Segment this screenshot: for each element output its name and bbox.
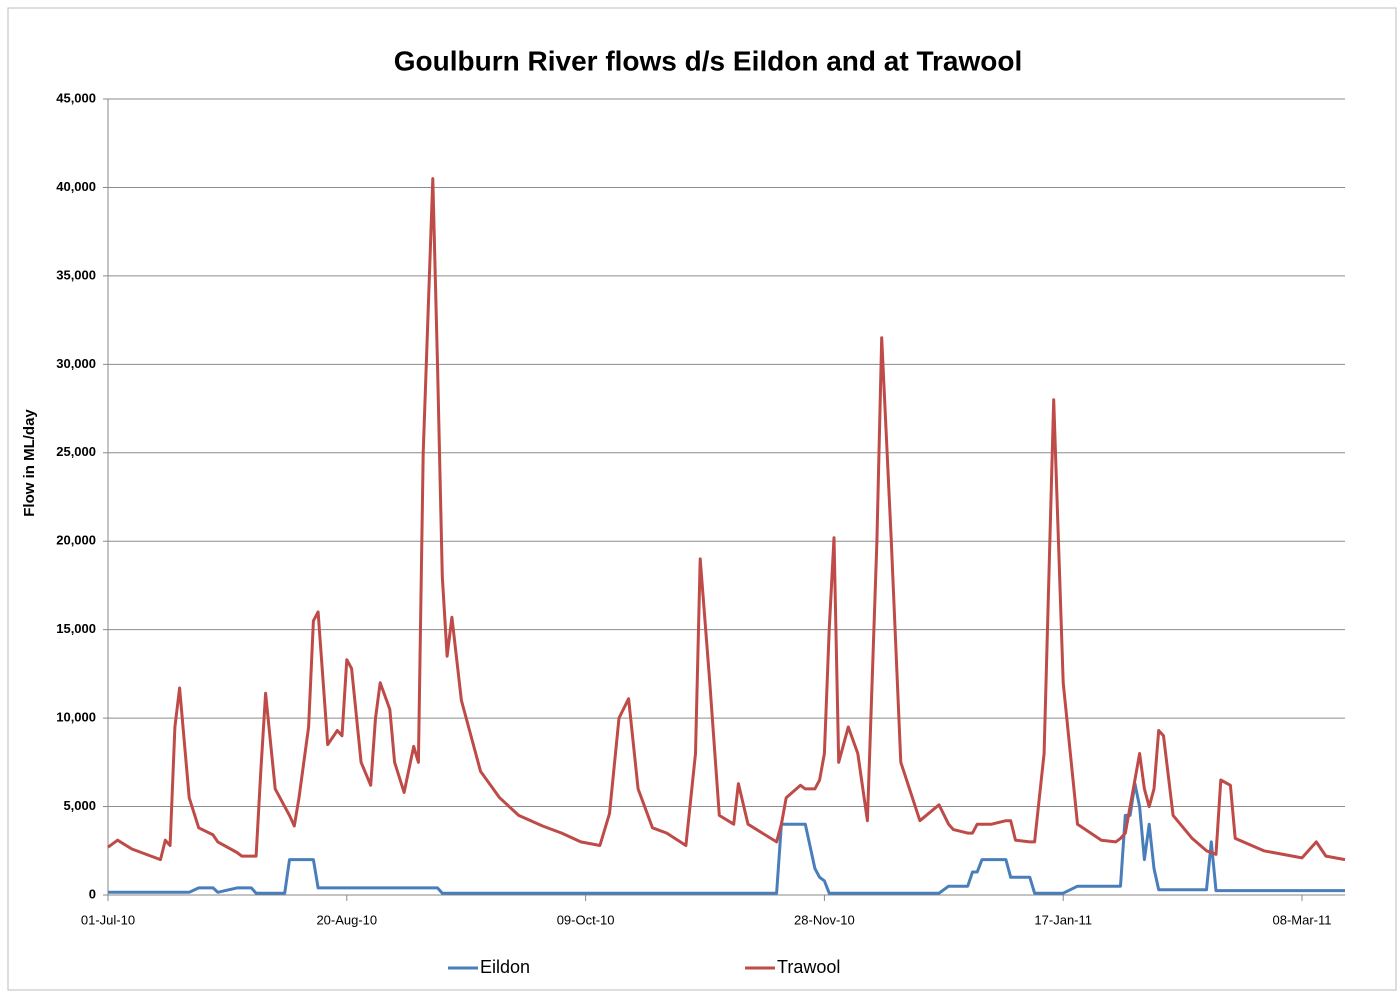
x-tick-label: 01-Jul-10	[81, 912, 135, 927]
series-line	[108, 782, 1345, 895]
y-tick-label: 45,000	[56, 90, 96, 105]
y-axis-label: Flow in ML/day	[21, 409, 38, 517]
y-tick-label: 35,000	[56, 267, 96, 282]
y-tick-label: 15,000	[56, 621, 96, 636]
x-tick-label: 28-Nov-10	[794, 912, 855, 927]
x-tick-label: 09-Oct-10	[557, 912, 615, 927]
y-tick-label: 5,000	[63, 798, 96, 813]
y-tick-label: 20,000	[56, 533, 96, 548]
y-tick-label: 30,000	[56, 356, 96, 371]
chart-frame	[7, 7, 1397, 991]
y-tick-label: 0	[89, 886, 96, 901]
y-tick-label: 10,000	[56, 710, 96, 725]
x-tick-label: 20-Aug-10	[316, 912, 377, 927]
legend-label: Eildon	[480, 957, 530, 977]
x-tick-label: 08-Mar-11	[1273, 912, 1332, 927]
y-tick-label: 40,000	[56, 179, 96, 194]
y-tick-label: 25,000	[56, 444, 96, 459]
chart-title: Goulburn River flows d/s Eildon and at T…	[394, 45, 1023, 76]
x-tick-label: 17-Jan-11	[1034, 912, 1092, 927]
series-line	[107, 177, 1346, 862]
legend-label: Trawool	[777, 957, 840, 977]
